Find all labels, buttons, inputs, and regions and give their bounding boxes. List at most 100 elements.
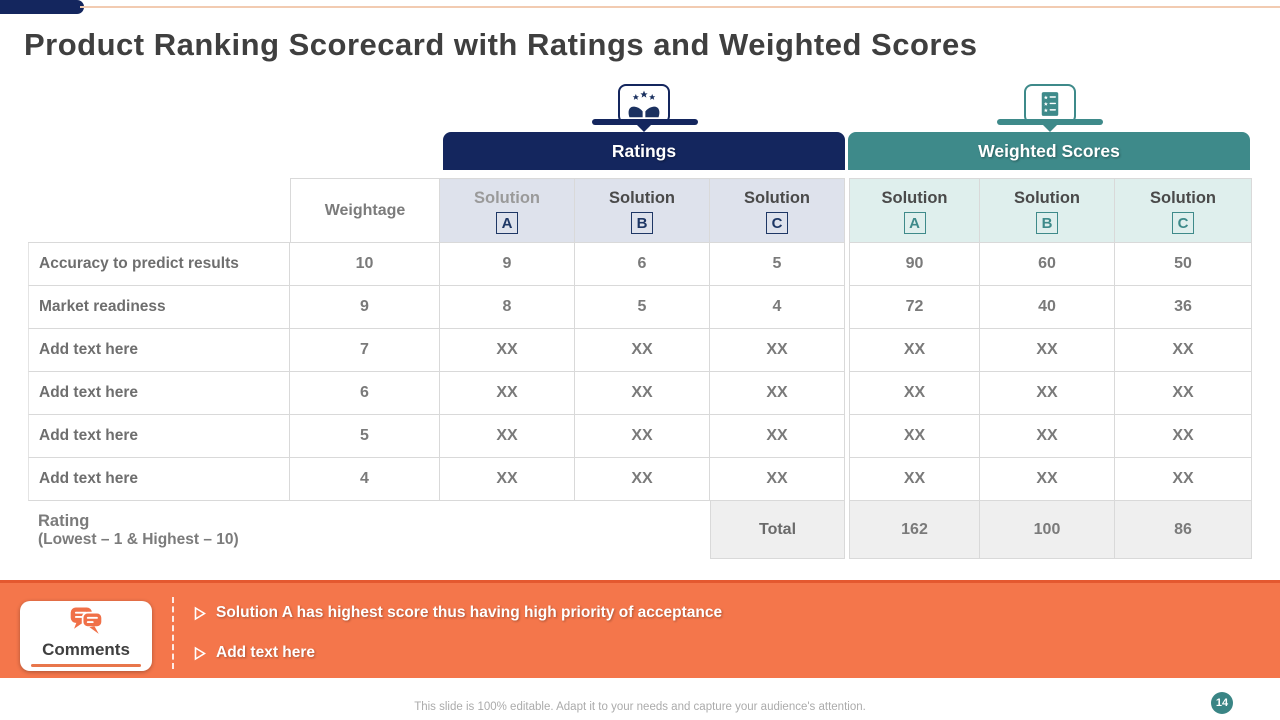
weighted-cell-placeholder[interactable]: XX: [849, 458, 980, 501]
top-accent-pill: [0, 0, 84, 14]
rating-note-subtitle: (Lowest – 1 & Highest – 10): [38, 530, 239, 548]
column-gap: [845, 243, 849, 286]
column-gap: [845, 415, 849, 458]
triangle-bullet-icon: [194, 606, 206, 620]
solution-letter-badge: B: [1036, 212, 1058, 234]
weightage-value: 10: [290, 243, 440, 286]
solution-word: Solution: [1014, 189, 1080, 207]
chat-bubbles-icon: [70, 607, 103, 634]
comments-card: Comments: [20, 601, 152, 671]
weighted-cell: 72: [849, 286, 980, 329]
row-label-placeholder[interactable]: Add text here: [28, 458, 290, 501]
solution-letter-badge: A: [903, 212, 926, 234]
weighted-cell-placeholder[interactable]: XX: [1115, 415, 1252, 458]
weighted-cell-placeholder[interactable]: XX: [980, 458, 1115, 501]
rating-cell-placeholder[interactable]: XX: [575, 458, 710, 501]
rating-cell-placeholder[interactable]: XX: [710, 372, 845, 415]
weighted-cell-placeholder[interactable]: XX: [980, 415, 1115, 458]
tab-weighted-scores[interactable]: Weighted Scores: [848, 132, 1250, 170]
col-header-rating-solution-a: Solution A: [440, 178, 575, 243]
row-label: Accuracy to predict results: [28, 243, 290, 286]
comments-underline: [31, 664, 141, 667]
row-label-placeholder[interactable]: Add text here: [28, 329, 290, 372]
editable-note: This slide is 100% editable. Adapt it to…: [414, 701, 866, 713]
col-header-rating-solution-c: Solution C: [710, 178, 845, 243]
row-label-placeholder[interactable]: Add text here: [28, 415, 290, 458]
total-value-solution-a: 162: [849, 501, 980, 559]
rating-cell-placeholder[interactable]: XX: [440, 415, 575, 458]
top-accent-line: [80, 6, 1280, 8]
rating-cell-placeholder[interactable]: XX: [575, 415, 710, 458]
solution-word: Solution: [609, 189, 675, 207]
weighted-cell: 50: [1115, 243, 1252, 286]
total-value-solution-b: 100: [980, 501, 1115, 559]
tab-ratings[interactable]: Ratings: [443, 132, 845, 170]
weighted-cell-placeholder[interactable]: XX: [849, 415, 980, 458]
solution-letter-badge: C: [1172, 212, 1194, 234]
rating-note-title: Rating: [38, 511, 90, 530]
weighted-cell-placeholder[interactable]: XX: [980, 329, 1115, 372]
comment-item-placeholder[interactable]: Add text here: [194, 641, 722, 665]
weighted-pointer-arrow-icon: [1042, 124, 1058, 132]
col-header-weighted-solution-a: Solution A: [849, 178, 980, 243]
weighted-scores-icon-box: [1024, 84, 1076, 124]
weighted-cell-placeholder[interactable]: XX: [1115, 372, 1252, 415]
weighted-cell: 40: [980, 286, 1115, 329]
tab-ratings-label: Ratings: [611, 140, 677, 161]
column-gap: [845, 178, 849, 243]
ratings-icon-box: [618, 84, 670, 124]
rating-cell-placeholder[interactable]: XX: [710, 415, 845, 458]
total-label-cell: Total: [710, 501, 845, 559]
tab-weighted-label: Weighted Scores: [978, 140, 1120, 161]
weighted-cell-placeholder[interactable]: XX: [1115, 458, 1252, 501]
total-value-solution-c: 86: [1115, 501, 1252, 559]
rating-cell-placeholder[interactable]: XX: [440, 372, 575, 415]
comments-title: Comments: [42, 640, 130, 659]
column-gap: [845, 458, 849, 501]
ratings-pointer-arrow-icon: [636, 124, 652, 132]
rating-cell-placeholder[interactable]: XX: [440, 458, 575, 501]
table-corner-cell: [28, 178, 290, 243]
col-header-weightage: Weightage: [290, 178, 440, 243]
comment-item: Solution A has highest score thus having…: [194, 601, 722, 625]
weighted-cell: 36: [1115, 286, 1252, 329]
solution-word: Solution: [1150, 189, 1216, 207]
comments-list: Solution A has highest score thus having…: [194, 601, 722, 665]
weightage-value: 7: [290, 329, 440, 372]
scorecard-table: Weightage Solution A Solution B Solution…: [28, 178, 1252, 559]
page-number-badge: 14: [1211, 692, 1233, 714]
rating-scale-note: Rating (Lowest – 1 & Highest – 10): [28, 501, 710, 559]
rating-cell: 8: [440, 286, 575, 329]
comment-text: Solution A has highest score thus having…: [216, 604, 723, 621]
col-header-weighted-solution-b: Solution B: [980, 178, 1115, 243]
solution-letter-badge: A: [496, 212, 518, 234]
weighted-cell-placeholder[interactable]: XX: [980, 372, 1115, 415]
rating-cell-placeholder[interactable]: XX: [710, 329, 845, 372]
rating-cell-placeholder[interactable]: XX: [440, 329, 575, 372]
rating-cell-placeholder[interactable]: XX: [575, 329, 710, 372]
weighted-pointer-bar: [997, 119, 1103, 125]
solution-letter-badge: C: [766, 212, 788, 234]
weightage-value: 6: [290, 372, 440, 415]
weighted-cell-placeholder[interactable]: XX: [1115, 329, 1252, 372]
rating-cell: 9: [440, 243, 575, 286]
comment-text: Add text here: [216, 644, 316, 661]
column-gap: [845, 286, 849, 329]
ratings-pointer-bar: [592, 119, 698, 125]
weighted-cell-placeholder[interactable]: XX: [849, 329, 980, 372]
solution-word: Solution: [881, 189, 948, 207]
weighted-cell-placeholder[interactable]: XX: [849, 372, 980, 415]
triangle-bullet-icon: [194, 646, 206, 660]
rating-cell: 5: [575, 286, 710, 329]
col-header-weighted-solution-c: Solution C: [1115, 178, 1252, 243]
page-title: Product Ranking Scorecard with Ratings a…: [24, 27, 978, 62]
rating-cell-placeholder[interactable]: XX: [575, 372, 710, 415]
weightage-header-label: Weightage: [324, 201, 406, 219]
weightage-value: 4: [290, 458, 440, 501]
rating-cell-placeholder[interactable]: XX: [710, 458, 845, 501]
column-gap: [845, 329, 849, 372]
row-label: Market readiness: [28, 286, 290, 329]
row-label-placeholder[interactable]: Add text here: [28, 372, 290, 415]
weightage-value: 5: [290, 415, 440, 458]
